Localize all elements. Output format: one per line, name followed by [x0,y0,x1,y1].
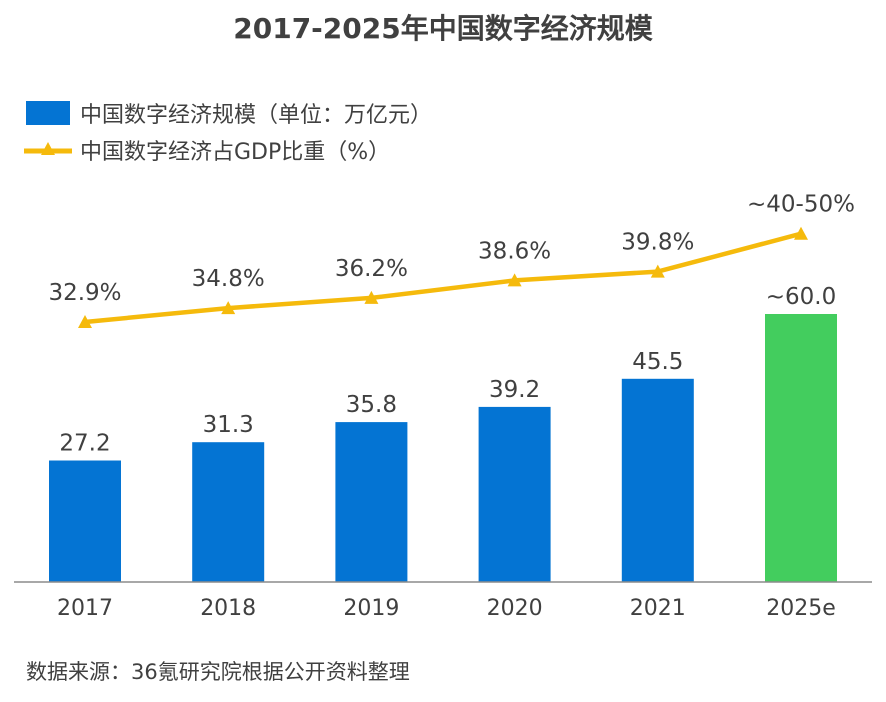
bar-label-2021: 45.5 [632,349,683,375]
bar-label-2025e: ~60.0 [766,284,836,310]
line-label-2021: 39.8% [621,230,694,256]
bar-labels: 27.2 31.3 35.8 39.2 45.5 ~60.0 [59,284,836,457]
bar-2018 [192,442,265,582]
x-ticks: 2017 2018 2019 2020 2021 2025e [57,596,836,621]
x-tick-2025e: 2025e [766,596,836,621]
line-point-2018 [221,301,236,315]
legend-line-marker [41,142,55,155]
bar-2025e [765,314,837,582]
line-point-2017 [78,315,92,328]
bar-2021 [621,378,694,582]
line-label-2019: 36.2% [335,256,408,282]
x-tick-2020: 2020 [487,596,543,621]
line-point-2025e [794,226,808,240]
x-tick-2019: 2019 [343,596,399,621]
legend-bar-swatch [26,101,70,125]
line-series [78,226,808,328]
bar-label-2020: 39.2 [489,377,540,403]
x-tick-2018: 2018 [200,596,256,621]
line-labels: 32.9% 34.8% 36.2% 38.6% 39.8% ~40-50% [48,192,855,306]
line-point-2019 [364,290,379,304]
x-tick-2017: 2017 [57,596,113,621]
legend-bar-label: 中国数字经济规模（单位：万亿元） [80,103,432,128]
line-label-2020: 38.6% [478,238,551,264]
x-tick-2021: 2021 [630,596,686,621]
bar-2017 [49,460,121,582]
source-note: 数据来源：36氪研究院根据公开资料整理 [26,660,410,684]
bar-2019 [335,422,408,582]
line-point-2020 [507,273,522,287]
line-label-2017: 32.9% [48,280,121,306]
legend-line-label: 中国数字经济占GDP比重（%） [80,140,390,165]
bar-2020 [478,406,551,582]
line-path [82,231,804,325]
line-point-2021 [650,264,665,278]
legend: 中国数字经济规模（单位：万亿元） 中国数字经济占GDP比重（%） [24,101,432,165]
bar-label-2019: 35.8 [346,392,397,418]
line-label-2025e: ~40-50% [747,192,855,218]
bar-label-2018: 31.3 [203,412,254,438]
bars [49,314,837,582]
chart-title: 2017-2025年中国数字经济规模 [233,12,653,45]
line-label-2018: 34.8% [192,266,265,292]
bar-label-2017: 27.2 [59,431,110,457]
